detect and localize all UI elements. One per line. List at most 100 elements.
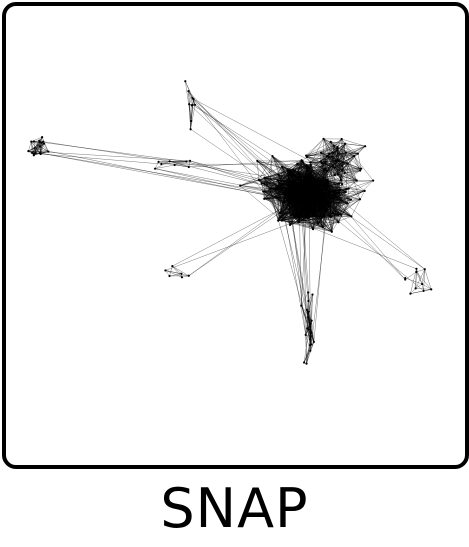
- graph-node: [187, 274, 190, 277]
- graph-node: [307, 185, 310, 189]
- graph-node: [168, 274, 171, 278]
- graph-edge: [307, 217, 323, 228]
- graph-node: [273, 188, 276, 191]
- graph-node: [47, 150, 50, 153]
- graph-node: [404, 278, 407, 281]
- graph-node: [423, 268, 426, 271]
- graph-node: [307, 291, 310, 294]
- graph-node: [304, 184, 307, 187]
- graph-node: [335, 195, 339, 198]
- graph-node: [294, 215, 297, 218]
- graph-node: [328, 201, 331, 204]
- graph-node: [296, 162, 299, 165]
- graph-edge: [188, 193, 303, 276]
- graph-node: [293, 199, 297, 202]
- graph-node: [291, 187, 294, 191]
- network-graph-panel: [2, 2, 469, 469]
- graph-node: [321, 226, 324, 229]
- graph-node: [239, 184, 242, 187]
- graph-node: [280, 219, 284, 222]
- graph-node: [38, 140, 42, 144]
- graph-edge: [415, 288, 432, 290]
- graph-node: [42, 142, 46, 145]
- graph-edge: [341, 200, 425, 270]
- graph-edge: [172, 266, 183, 278]
- graph-node: [299, 187, 302, 190]
- graph-edge: [188, 90, 291, 204]
- graph-node: [297, 181, 300, 184]
- graph-node: [27, 150, 30, 153]
- graph-node: [415, 270, 418, 273]
- graph-node: [271, 154, 274, 158]
- graph-node: [324, 167, 327, 170]
- graph-node: [302, 361, 306, 364]
- graph-node: [301, 210, 304, 213]
- graph-node: [298, 215, 301, 218]
- graph-node: [191, 103, 194, 107]
- graph-node: [277, 173, 280, 177]
- graph-node: [414, 287, 417, 290]
- graph-node: [345, 151, 348, 154]
- graph-node: [309, 175, 312, 178]
- graph-node: [309, 322, 312, 325]
- graph-node: [298, 185, 301, 188]
- graph-node: [282, 191, 285, 195]
- graph-node: [304, 333, 307, 336]
- graph-edge: [281, 220, 314, 230]
- graph-node: [263, 176, 266, 179]
- graph-node: [343, 171, 346, 174]
- graph-edge: [299, 164, 311, 174]
- graph-node: [310, 319, 313, 322]
- graph-node: [309, 193, 312, 196]
- graph-node: [291, 168, 295, 171]
- graph-node: [293, 189, 296, 192]
- graph-node: [430, 288, 433, 291]
- graph-node: [31, 151, 34, 155]
- graph-edge: [172, 196, 305, 267]
- graph-node: [312, 213, 315, 216]
- graph-node: [307, 310, 310, 313]
- graph-edge: [188, 160, 302, 168]
- graph-node: [292, 201, 296, 205]
- graph-node: [292, 195, 295, 198]
- graph-node: [286, 194, 289, 198]
- graph-node: [317, 222, 320, 225]
- graph-node: [32, 154, 35, 157]
- graph-node: [298, 193, 301, 196]
- graph-node: [291, 174, 294, 177]
- graph-node: [257, 178, 260, 182]
- graph-node: [329, 215, 333, 219]
- graph-node: [325, 155, 329, 158]
- graph-node: [309, 184, 312, 187]
- graph-node: [287, 200, 290, 203]
- graph-node: [346, 202, 349, 205]
- graph-node: [305, 308, 308, 311]
- graph-edge: [257, 160, 291, 204]
- graph-node: [314, 183, 317, 186]
- graph-node: [326, 180, 329, 184]
- graph-node: [38, 145, 41, 148]
- graph-node: [288, 170, 291, 173]
- graph-edge: [281, 220, 332, 232]
- graph-edge: [410, 289, 432, 294]
- graph-node: [311, 177, 314, 180]
- graph-node: [315, 186, 318, 189]
- graph-node: [422, 289, 425, 292]
- graph-node: [310, 331, 313, 334]
- graph-edge: [193, 98, 326, 169]
- graph-node: [310, 343, 313, 346]
- graph-node: [309, 325, 312, 328]
- graph-node: [300, 304, 303, 307]
- graph-node: [300, 201, 303, 204]
- graph-node: [279, 216, 282, 219]
- graph-node: [313, 210, 316, 214]
- graph-node: [325, 202, 328, 206]
- graph-node: [290, 184, 293, 187]
- graph-node: [288, 223, 292, 227]
- graph-node: [311, 193, 314, 196]
- graph-node: [372, 179, 375, 182]
- graph-node: [189, 128, 192, 131]
- graph-node: [347, 187, 350, 190]
- graph-edge: [351, 190, 365, 217]
- graph-node: [33, 147, 36, 150]
